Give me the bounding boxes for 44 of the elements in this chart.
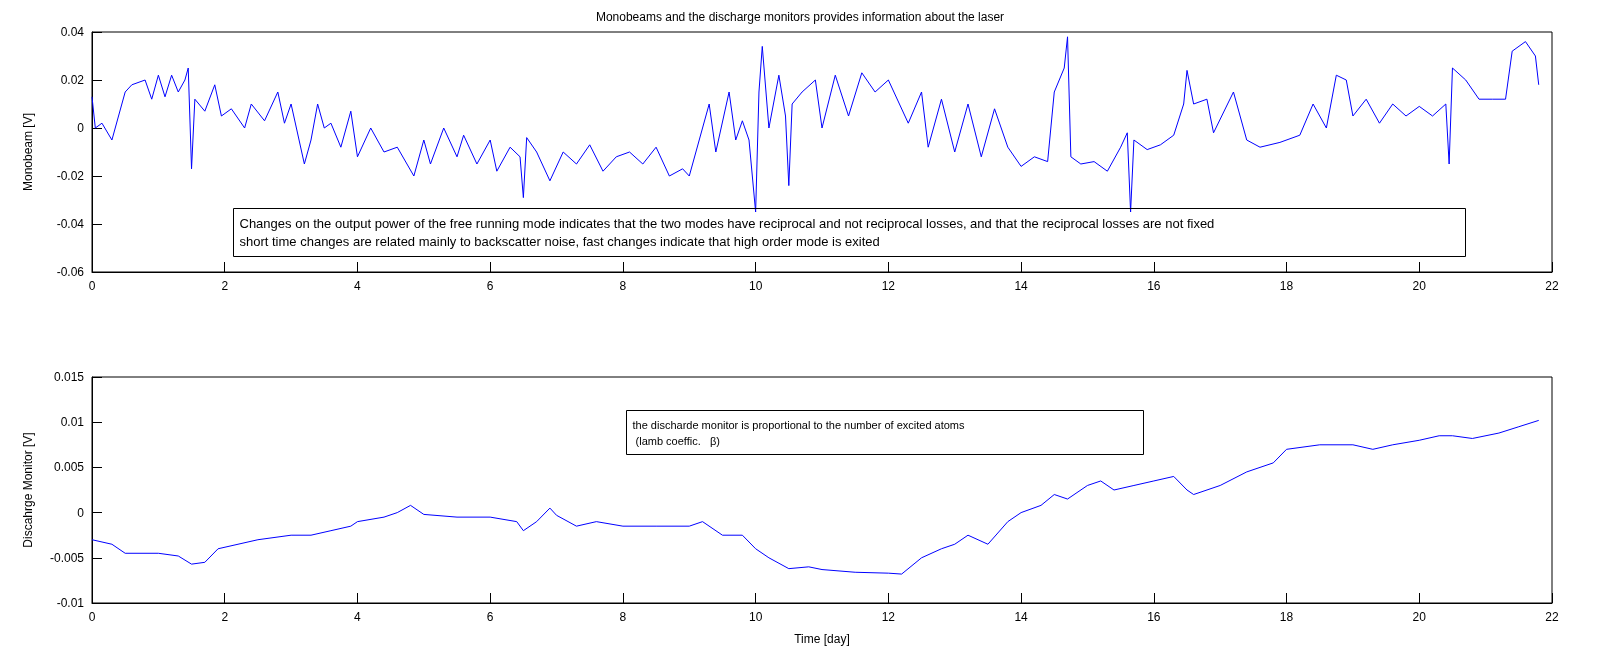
x-tick-label: 8: [619, 610, 627, 624]
line-series: [91, 36, 1540, 213]
y-tick-label: 0.005: [53, 460, 85, 475]
y-tick-label: 0: [77, 505, 85, 520]
annotation: Changes on the output power of the free running mode indicates that the two modes have reciprocal and not reciprocal losses, and that the reciprocal losses are not fixed short time changes are related mainly to backscatter noise, fast changes indicate that high order mode is exited: [239, 216, 1215, 249]
x-tick-label: 6: [486, 279, 494, 293]
line-series: [91, 419, 1540, 575]
x-tick-label: 22: [1545, 279, 1559, 293]
x-tick-label: 20: [1412, 610, 1427, 624]
y-axis-title: Discahrge Monitor [V]: [21, 432, 35, 548]
x-tick-label: 10: [748, 610, 763, 624]
x-tick-label: 12: [881, 610, 896, 624]
x-tick-label: 0: [88, 610, 96, 624]
x-tick-label: 6: [486, 610, 494, 624]
x-tick-label: 18: [1279, 610, 1294, 624]
x-tick-label: 20: [1412, 279, 1427, 293]
x-tick-label: 14: [1014, 279, 1029, 293]
x-tick-label: 18: [1279, 279, 1294, 293]
x-tick-label: 16: [1147, 279, 1161, 293]
y-tick-label: -0.02: [56, 169, 85, 183]
y-tick-label: 0.015: [53, 370, 85, 384]
x-tick-label: 2: [221, 279, 229, 293]
y-tick-label: -0.04: [56, 217, 85, 231]
y-tick-label: -0.06: [56, 265, 85, 279]
x-tick-label: 2: [221, 610, 229, 624]
x-tick-label: 10: [748, 279, 763, 293]
x-tick-label: 4: [354, 610, 362, 624]
y-tick-label: 0: [77, 121, 85, 135]
y-tick-label: 0.02: [60, 73, 85, 87]
x-tick-label: 14: [1014, 610, 1029, 624]
x-axis-title: Time [day]: [794, 632, 850, 646]
y-tick-label: -0.01: [56, 596, 85, 610]
y-tick-label: 0.04: [60, 25, 85, 39]
y-axis-title: Monobeam [V]: [21, 112, 35, 192]
chart-title: Monobeams and the discharge monitors provides information about the laser: [595, 10, 1005, 24]
x-tick-label: 22: [1545, 610, 1559, 624]
x-tick-label: 8: [619, 279, 627, 293]
x-tick-label: 0: [88, 279, 96, 293]
annotation: the discharde monitor is proportional to the number of excited atoms (lamb coeffic. β): [632, 418, 966, 447]
x-tick-label: 4: [354, 279, 362, 293]
y-tick-label: 0.01: [60, 415, 85, 430]
x-tick-label: 16: [1147, 610, 1161, 624]
y-tick-label: -0.005: [49, 550, 85, 565]
x-tick-label: 12: [881, 279, 896, 293]
